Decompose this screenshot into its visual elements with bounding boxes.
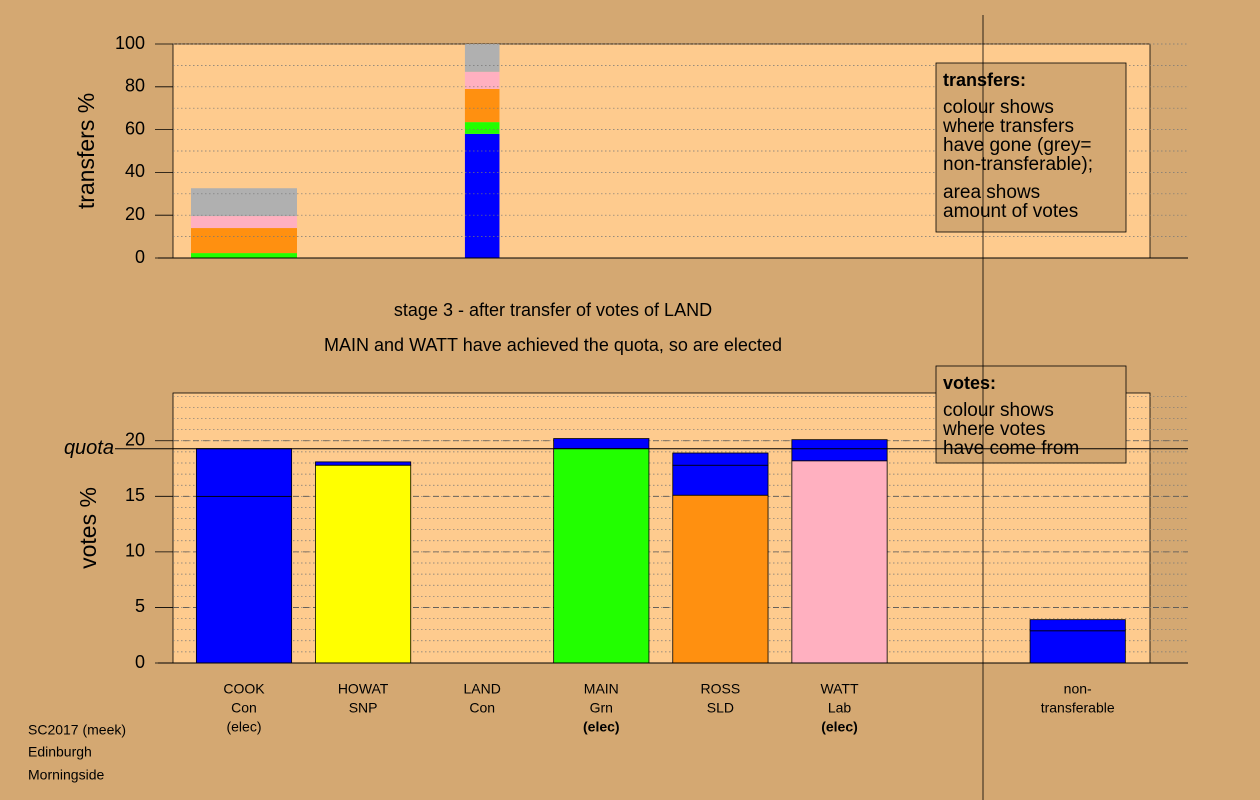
y-tick-label: 20 (125, 430, 145, 450)
bar-segment (315, 461, 412, 466)
title: MAIN and WATT have achieved the quota, s… (324, 335, 782, 355)
y-tick-label: 0 (135, 652, 145, 672)
footer-line: Morningside (28, 767, 104, 783)
y-tick-label: 5 (135, 596, 145, 616)
bar-segment (1029, 630, 1126, 664)
legend-title: votes: (943, 373, 996, 393)
bar-segment (315, 464, 412, 664)
quota-label: quota (64, 437, 114, 459)
legend-text: non-transferable); (943, 154, 1093, 175)
legend-box (935, 62, 1127, 233)
x-tick-label: LAND (464, 681, 501, 697)
bar-segment (1029, 619, 1126, 632)
bar-segment (191, 253, 297, 258)
x-tick-label: Grn (590, 700, 613, 716)
bar-segment (672, 494, 769, 664)
x-tick-note: (elec) (226, 719, 261, 735)
y-tick-label: 0 (135, 247, 145, 267)
x-tick-label: non- (1064, 681, 1092, 697)
x-tick-label: WATT (820, 681, 859, 697)
x-tick-label: Con (469, 700, 495, 716)
bar-segment (672, 464, 769, 496)
bar-segment (553, 448, 650, 664)
legend-text: amount of votes (943, 201, 1078, 222)
y-tick-label: 20 (125, 204, 145, 224)
legend-text: colour shows (943, 97, 1054, 118)
legend-text: have gone (grey= (943, 135, 1091, 156)
bar-segment (191, 216, 297, 229)
x-tick-label: Con (231, 700, 257, 716)
bar-segment (672, 452, 769, 466)
bar-segment (791, 439, 888, 462)
legend-text: where transfers (942, 116, 1074, 137)
y-tick-label: 80 (125, 76, 145, 96)
bar-segment (791, 460, 888, 664)
bar-segment (464, 88, 500, 123)
y-tick-label: 60 (125, 118, 145, 138)
legend-text: area shows (943, 182, 1040, 203)
x-tick-label: ROSS (701, 681, 741, 697)
bar-segment (464, 71, 500, 89)
footer-line: SC2017 (meek) (28, 722, 126, 738)
y-axis-label: votes % (75, 487, 101, 569)
legend-text: where votes (942, 419, 1045, 440)
x-tick-label: HOWAT (338, 681, 389, 697)
y-tick-label: 10 (125, 541, 145, 561)
bar-segment (464, 44, 500, 72)
x-tick-label: Lab (828, 700, 852, 716)
x-tick-label: COOK (223, 681, 265, 697)
bar-segment (195, 495, 293, 664)
legend-text: colour shows (943, 400, 1054, 421)
y-axis-label: transfers % (73, 93, 99, 209)
x-tick-label: SNP (349, 700, 378, 716)
bar-segment (464, 122, 500, 134)
bar-segment (464, 133, 500, 258)
footer-line: Edinburgh (28, 744, 92, 760)
x-tick-note: (elec) (583, 719, 620, 735)
bar-segment (191, 228, 297, 254)
legend-box (935, 365, 1127, 464)
subtitle: stage 3 - after transfer of votes of LAN… (394, 300, 712, 320)
bar-segment (553, 438, 650, 449)
y-tick-label: 15 (125, 485, 145, 505)
legend-title: transfers: (943, 70, 1026, 90)
bar-segment (191, 188, 297, 217)
y-tick-label: 40 (125, 161, 145, 181)
x-tick-label: MAIN (584, 681, 619, 697)
bar-segment (195, 448, 293, 497)
y-tick-label: 100 (115, 33, 145, 53)
x-tick-label: SLD (707, 700, 734, 716)
x-tick-label: transferable (1041, 700, 1115, 716)
x-tick-note: (elec) (821, 719, 858, 735)
